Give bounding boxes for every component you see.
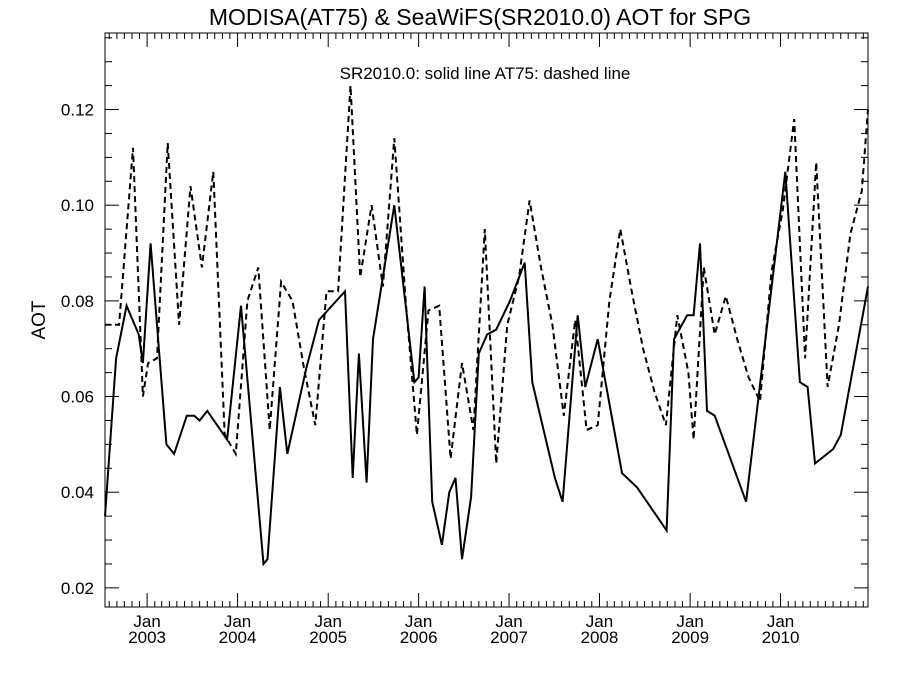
x-tick-label-month: Jan (133, 612, 160, 631)
x-tick-label-month: Jan (224, 612, 251, 631)
y-tick-label: 0.02 (61, 579, 94, 598)
x-tick-label-month: Jan (405, 612, 432, 631)
x-tick-label-year: 2003 (128, 628, 166, 647)
x-tick-label-year: 2009 (671, 628, 709, 647)
chart-title: MODISA(AT75) & SeaWiFS(SR2010.0) AOT for… (209, 4, 751, 30)
x-tick-label-year: 2008 (581, 628, 619, 647)
y-tick-label: 0.08 (61, 292, 94, 311)
x-tick-label-year: 2005 (309, 628, 347, 647)
series-line-solid (104, 171, 869, 567)
y-tick-label: 0.10 (61, 196, 94, 215)
y-tick-label: 0.12 (61, 101, 94, 120)
x-tick-label-year: 2006 (400, 628, 438, 647)
x-tick-label-year: 2004 (219, 628, 257, 647)
series-style-annotation: SR2010.0: solid line AT75: dashed line (340, 64, 631, 83)
plot-frame (104, 32, 869, 608)
x-tick-label-year: 2007 (490, 628, 528, 647)
x-tick-label-month: Jan (586, 612, 613, 631)
x-tick-label-month: Jan (495, 612, 522, 631)
y-tick-label: 0.06 (61, 388, 94, 407)
y-axis-label: AOT (29, 300, 50, 339)
x-tick-label-year: 2010 (762, 628, 800, 647)
x-tick-label-month: Jan (676, 612, 703, 631)
x-tick-label-month: Jan (314, 612, 341, 631)
x-tick-label-month: Jan (767, 612, 794, 631)
series-line-dashed (105, 85, 869, 464)
y-tick-label: 0.04 (61, 483, 94, 502)
